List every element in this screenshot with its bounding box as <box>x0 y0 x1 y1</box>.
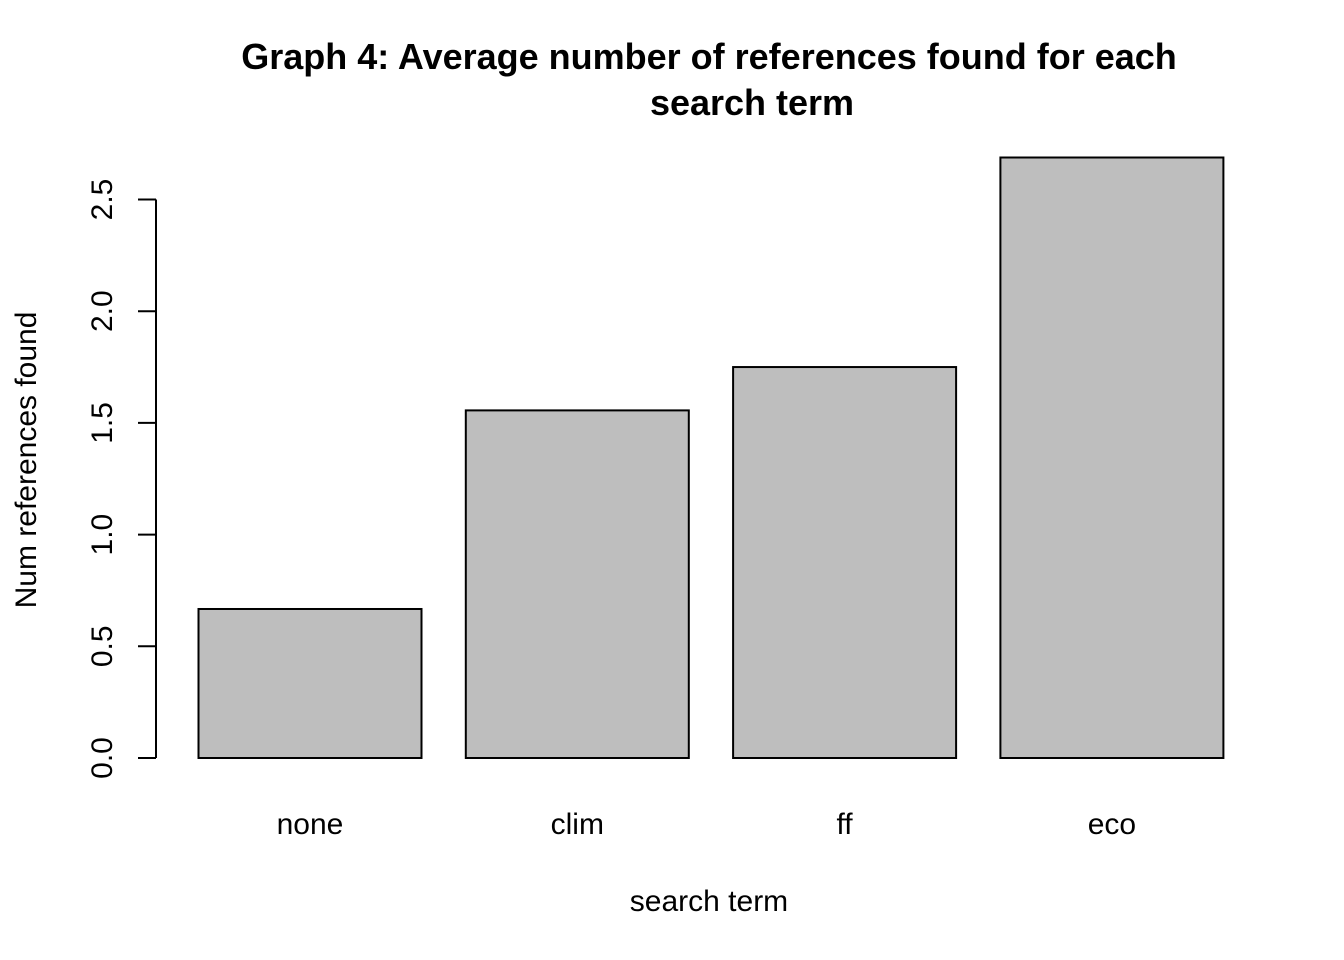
x-tick-label-none: none <box>277 808 344 841</box>
x-tick-label-clim: clim <box>551 808 604 841</box>
y-tick-label: 2.5 <box>86 179 119 221</box>
y-axis: 0.0 0.5 1.0 1.5 2.0 2.5 <box>86 179 157 779</box>
x-tick-label-eco: eco <box>1088 808 1136 841</box>
chart-title-line-2: search term <box>650 82 854 123</box>
y-tick-label: 2.0 <box>86 290 119 332</box>
y-tick-label: 0.5 <box>86 625 119 667</box>
y-tick-label: 0.0 <box>86 737 119 779</box>
y-tick-label: 1.5 <box>86 402 119 444</box>
bar-clim <box>464 409 690 759</box>
x-tick-labels: none clim ff eco <box>277 808 1136 841</box>
bar-eco <box>999 156 1225 759</box>
bar-none <box>197 607 423 759</box>
chart-title-line-1: Graph 4: Average number of references fo… <box>241 36 1177 77</box>
y-axis-label: Num references found <box>10 312 43 609</box>
bars <box>197 156 1225 759</box>
x-tick-label-ff: ff <box>837 808 854 841</box>
y-tick-label: 1.0 <box>86 514 119 556</box>
x-axis-label: search term <box>630 885 788 918</box>
bar-ff <box>732 366 958 759</box>
